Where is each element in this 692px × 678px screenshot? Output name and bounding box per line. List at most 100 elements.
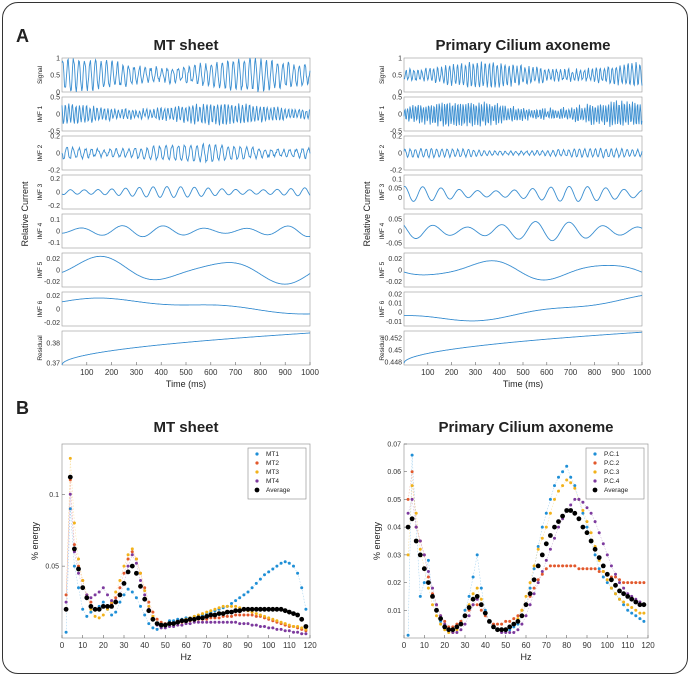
data-point [553, 564, 556, 568]
data-point [258, 606, 263, 612]
data-point [605, 553, 609, 557]
data-point [540, 525, 544, 529]
x-tick-label: 1000 [301, 368, 319, 377]
x-tick-label: 10 [420, 641, 429, 650]
data-point [581, 509, 585, 512]
data-point [114, 610, 118, 614]
data-point [292, 564, 295, 568]
row-label: IMF 4 [37, 222, 44, 239]
data-point [93, 593, 97, 597]
x-tick-label: 400 [155, 368, 169, 377]
data-point [410, 484, 414, 488]
data-point [569, 475, 573, 479]
data-point [531, 577, 537, 583]
legend-label: P.C.2 [604, 460, 620, 467]
x-tick-label: 300 [469, 368, 483, 377]
x-axis-label: Time (ms) [503, 379, 543, 389]
data-point [191, 616, 197, 622]
data-point [614, 575, 617, 579]
data-point [196, 615, 201, 621]
data-point [569, 481, 573, 485]
data-point [642, 611, 646, 615]
row-label: IMF 3 [37, 183, 44, 200]
x-tick-label: 90 [244, 641, 253, 650]
data-point [482, 610, 488, 616]
data-point [134, 570, 139, 576]
data-point [143, 589, 147, 593]
data-point [581, 500, 585, 504]
y-tick-label: -0.2 [48, 168, 60, 175]
data-point [296, 571, 300, 575]
data-point [446, 627, 452, 633]
y-tick-label: 0.1 [392, 176, 402, 183]
data-point [471, 575, 475, 579]
data-point [224, 609, 230, 615]
x-tick-label: 60 [182, 641, 191, 650]
data-point [638, 617, 642, 621]
data-point [92, 606, 98, 612]
data-point [64, 630, 68, 634]
data-point [426, 575, 430, 579]
data-point [515, 619, 521, 624]
data-point [548, 497, 552, 501]
y-tick-label: 0 [398, 151, 402, 158]
imf-row: Residual 0.38 0.37 [37, 330, 311, 368]
x-tick-label: 20 [440, 641, 449, 650]
data-point [68, 507, 72, 511]
y-tick-label: 0 [56, 307, 60, 314]
x-tick-label: 800 [254, 368, 268, 377]
data-point [540, 536, 544, 540]
data-point [479, 597, 483, 601]
data-point [296, 625, 300, 628]
data-point [77, 571, 80, 575]
data-point [516, 614, 520, 618]
data-point [604, 571, 610, 577]
data-point [237, 608, 243, 614]
data-point [130, 547, 134, 551]
imf-trace [61, 255, 311, 285]
y-tick-label: 0.02 [387, 580, 401, 587]
x-tick-label: 40 [481, 641, 490, 650]
data-point [626, 608, 630, 612]
data-point [266, 606, 272, 612]
data-point [585, 567, 589, 571]
data-point [621, 591, 626, 597]
data-point [267, 626, 271, 630]
data-point [292, 625, 295, 628]
data-point [167, 621, 172, 626]
data-point [263, 573, 266, 577]
data-point [72, 521, 76, 525]
x-axis-label: Hz [521, 652, 532, 662]
data-point [553, 484, 556, 488]
data-point [532, 586, 536, 590]
data-point [633, 599, 639, 605]
data-point [271, 617, 275, 621]
data-point [213, 620, 217, 624]
y-tick-label: 0.01 [388, 301, 402, 308]
data-point [589, 531, 593, 535]
data-point [597, 570, 601, 573]
data-point [504, 619, 508, 623]
data-point [503, 627, 509, 633]
x-tick-label: 30 [461, 641, 470, 650]
data-point [238, 613, 242, 617]
data-point [532, 567, 536, 571]
data-point [609, 564, 613, 568]
data-point [634, 608, 638, 612]
y-tick-label: -0.2 [390, 168, 402, 175]
data-point [291, 611, 296, 616]
data-point [625, 594, 631, 599]
data-point [588, 538, 594, 544]
data-point [536, 547, 540, 551]
data-point [552, 524, 557, 530]
chart-title: MT sheet [153, 419, 218, 436]
data-point [601, 542, 605, 546]
row-frame [61, 252, 311, 288]
legend-marker [593, 461, 597, 465]
data-point [585, 525, 589, 529]
data-point [114, 590, 118, 594]
data-point [81, 607, 85, 611]
x-tick-label: 0 [402, 641, 407, 650]
data-point [557, 489, 560, 493]
